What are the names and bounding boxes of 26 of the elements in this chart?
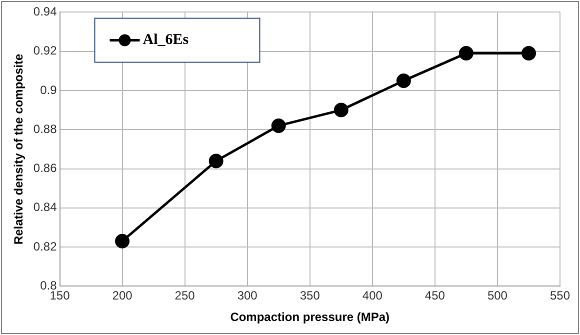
y-tick-label: 0.82 [33, 239, 58, 254]
x-tick-label: 400 [362, 288, 383, 303]
point [334, 102, 348, 118]
y-tick-label: 0.92 [33, 44, 58, 58]
x-axis-title: Compaction pressure (MPa) [230, 310, 390, 324]
y-tick-label: 0.84 [33, 200, 58, 214]
legend-label: Al_6Es [142, 32, 189, 48]
x-tick-label: 150 [50, 288, 70, 303]
x-tick-label: 200 [112, 288, 133, 303]
x-tick-label: 350 [300, 288, 320, 303]
point [271, 118, 286, 133]
x-tick-label: 550 [550, 288, 570, 303]
point [396, 73, 411, 88]
point [115, 234, 130, 248]
y-tick-label: 0.88 [33, 122, 58, 136]
y-tick-label: 0.86 [33, 161, 58, 176]
x-tick-label: 300 [237, 288, 258, 303]
point [521, 46, 536, 61]
y-axis-title: Relative density of the composite [12, 54, 26, 245]
x-tick-label: 500 [487, 288, 508, 303]
point [208, 154, 224, 168]
x-tick-label: 450 [424, 288, 446, 303]
point [458, 46, 474, 61]
y-tick-label: 0.9 [40, 82, 58, 97]
y-tick-label: 0.94 [33, 4, 58, 19]
x-tick-label: 250 [174, 288, 196, 303]
